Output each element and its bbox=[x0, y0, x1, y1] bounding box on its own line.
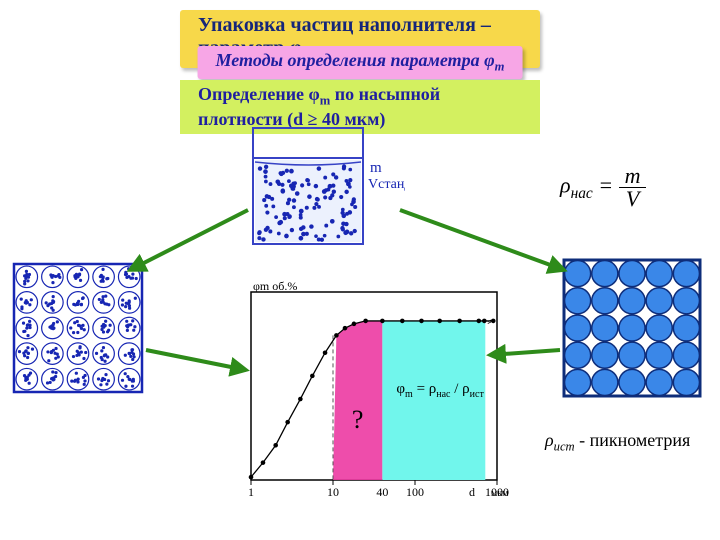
formula-bulk-density: ρнас = m V bbox=[560, 165, 646, 210]
uniform-packing-panel bbox=[562, 258, 702, 398]
cluster-packing-panel bbox=[12, 262, 144, 394]
phi-vs-diameter-chart: ⸗110100100040φm об.%dмкм?φm = ρнас / ρис… bbox=[215, 278, 515, 508]
svg-text:φm об.%: φm об.% bbox=[253, 279, 297, 293]
subtitle-banner: Методы определения параметра φm bbox=[198, 46, 523, 79]
svg-text:d: d bbox=[469, 485, 475, 499]
svg-text:100: 100 bbox=[406, 485, 424, 499]
svg-text:m: m bbox=[370, 160, 382, 176]
beaker-diagram: mVстанд bbox=[245, 122, 405, 252]
svg-text:40: 40 bbox=[376, 485, 388, 499]
svg-text:1: 1 bbox=[248, 485, 254, 499]
formula-true-density: ρист - пикнометрия bbox=[545, 430, 690, 455]
svg-text:⸗: ⸗ bbox=[487, 313, 491, 328]
svg-text:мкм: мкм bbox=[491, 488, 509, 499]
svg-text:Vстанд: Vстанд bbox=[368, 177, 405, 192]
svg-text:10: 10 bbox=[327, 485, 339, 499]
svg-text:?: ? bbox=[352, 405, 364, 434]
